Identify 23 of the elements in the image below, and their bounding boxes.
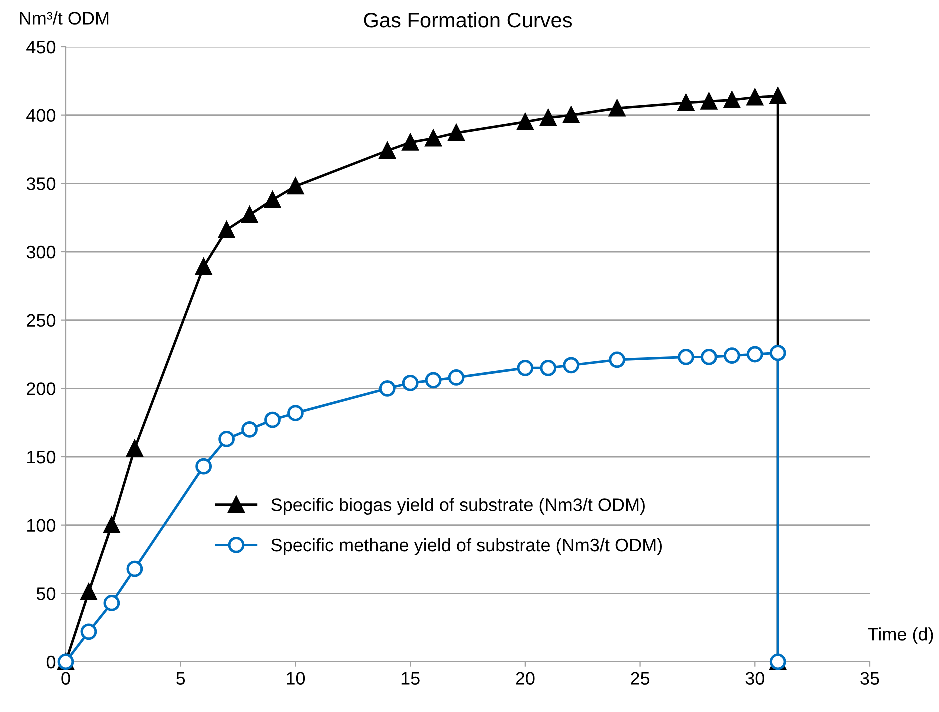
x-tick-label: 0 bbox=[62, 672, 70, 685]
y-tick-label: 350 bbox=[26, 178, 56, 190]
x-axis-title: Time (d) bbox=[868, 628, 934, 644]
x-tick-label: 5 bbox=[176, 672, 186, 685]
y-tick-label: 50 bbox=[36, 588, 56, 600]
x-tick-label: 15 bbox=[402, 672, 420, 685]
x-tick-label: 10 bbox=[287, 672, 306, 685]
y-tick-label: 200 bbox=[27, 382, 56, 396]
x-tick-label: 20 bbox=[516, 672, 535, 685]
y-tick-label: 100 bbox=[28, 519, 56, 532]
y-tick-label: 150 bbox=[28, 450, 56, 464]
x-tick-label: 35 bbox=[860, 672, 880, 685]
y-tick-label: 0 bbox=[46, 656, 56, 669]
x-tick-label: 25 bbox=[631, 672, 650, 685]
y-tick-label: 450 bbox=[26, 40, 56, 54]
y-tick-label: 300 bbox=[26, 246, 56, 259]
legend-label: Specific methane yield of substrate (Nm3/t ODM) bbox=[272, 538, 662, 556]
legend-label: Specific biogas yield of substrate (Nm3/t ODM) bbox=[272, 498, 645, 515]
x-tick-label: 30 bbox=[746, 672, 764, 685]
y-tick-label: 250 bbox=[27, 314, 56, 328]
chart-title: Gas Formation Curves bbox=[364, 12, 572, 28]
y-tick-label: 400 bbox=[26, 109, 56, 122]
y-axis-title: Nm³/t ODM bbox=[20, 12, 109, 25]
